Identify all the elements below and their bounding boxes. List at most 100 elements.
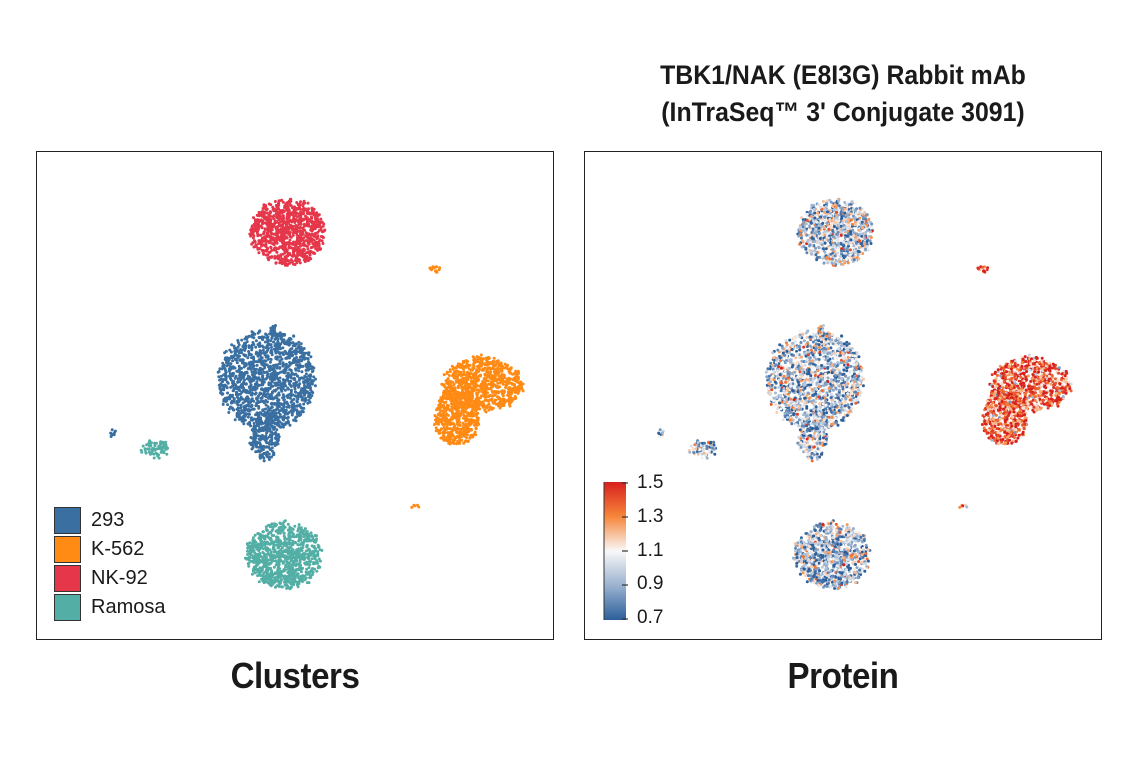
cluster-point-nk92 [307, 232, 311, 236]
cluster-point-293 [269, 343, 273, 347]
cluster-point-293 [278, 359, 282, 363]
cluster-point-k562 [464, 386, 468, 390]
cluster-point-293 [279, 351, 282, 355]
cluster-point-293 [252, 424, 256, 428]
cluster-point-k562 [448, 418, 452, 422]
cluster-point-k562 [449, 390, 453, 394]
cluster-point-k562 [433, 265, 437, 269]
cluster-point-nk92 [274, 261, 278, 265]
cluster-point-293 [282, 332, 286, 336]
cluster-point-k562 [459, 434, 463, 438]
cluster-point-ramosa [286, 584, 290, 588]
cluster-point-nk92 [306, 212, 310, 216]
cluster-point-293 [282, 398, 286, 402]
cluster-point-293 [255, 376, 258, 380]
cluster-point-293 [262, 459, 266, 463]
cluster-point-ramosa [270, 529, 274, 532]
cluster-point-ramosa [269, 561, 273, 565]
cluster-point-k562 [479, 384, 483, 388]
cluster-point-293 [273, 329, 276, 333]
cluster-point-k562 [506, 377, 509, 381]
cluster-point-nk92 [294, 226, 298, 230]
cluster-point-k562 [488, 406, 492, 409]
cluster-point-293 [252, 421, 256, 425]
cluster-point-ramosa [257, 536, 261, 540]
cluster-point-nk92 [295, 201, 299, 204]
cluster-point-293 [248, 390, 252, 394]
cluster-point-293 [311, 379, 315, 383]
cluster-point-293 [283, 381, 287, 385]
cluster-point-k562 [486, 387, 490, 391]
cluster-point-293 [262, 359, 266, 363]
protein-umap-panel: 1.5 1.3 1.1 0.9 0.7 [584, 151, 1102, 640]
cluster-point-nk92 [261, 249, 265, 253]
cluster-point-ramosa [299, 546, 303, 550]
cluster-point-ramosa [265, 570, 269, 574]
cluster-point-293 [240, 366, 243, 370]
cluster-point-293 [245, 340, 249, 344]
cluster-point-nk92 [317, 240, 321, 243]
cluster-point-nk92 [304, 231, 308, 235]
cluster-point-nk92 [309, 257, 313, 261]
cluster-point-293 [239, 403, 243, 407]
cluster-point-ramosa [305, 581, 309, 585]
cluster-point-nk92 [249, 234, 253, 238]
cluster-point-293 [278, 366, 282, 370]
cluster-point-293 [266, 427, 270, 431]
cluster-point-ramosa [263, 543, 267, 547]
cluster-point-293 [310, 394, 314, 398]
cluster-point-k562 [447, 374, 451, 377]
cluster-point-ramosa [247, 564, 251, 568]
cluster-point-ramosa [147, 450, 151, 454]
cluster-point-293 [270, 441, 274, 445]
cluster-point-ramosa [305, 552, 309, 556]
cluster-point-293 [229, 385, 233, 389]
cluster-point-293 [219, 374, 223, 378]
cluster-point-293 [237, 349, 241, 353]
cluster-point-293 [264, 407, 268, 411]
cluster-point-nk92 [296, 215, 299, 219]
cluster-point-k562 [496, 359, 500, 363]
cluster-point-nk92 [275, 250, 279, 254]
cluster-point-293 [295, 404, 299, 408]
cluster-point-k562 [443, 401, 447, 404]
cluster-point-k562 [441, 415, 445, 419]
cluster-point-ramosa [263, 553, 267, 557]
cluster-point-k562 [474, 409, 477, 413]
cluster-point-k562 [510, 382, 514, 386]
cluster-point-293 [299, 405, 303, 409]
cluster-point-ramosa [150, 448, 154, 452]
cluster-point-nk92 [254, 220, 258, 224]
cluster-point-nk92 [287, 213, 291, 217]
cluster-point-k562 [485, 395, 489, 399]
cluster-point-293 [272, 340, 275, 344]
cluster-point-nk92 [271, 215, 275, 219]
cluster-point-nk92 [295, 254, 299, 258]
cluster-point-293 [277, 334, 281, 338]
cluster-point-293 [262, 451, 266, 455]
cluster-point-nk92 [297, 237, 301, 241]
cluster-point-293 [263, 426, 267, 430]
cluster-point-293 [235, 361, 239, 365]
cluster-point-293 [241, 418, 245, 422]
cluster-point-k562 [485, 375, 489, 379]
cluster-point-k562 [477, 366, 481, 370]
cluster-point-k562 [465, 361, 469, 365]
cluster-point-k562 [454, 400, 458, 404]
cluster-point-293 [259, 368, 263, 372]
cluster-point-293 [302, 347, 306, 350]
cluster-point-nk92 [276, 205, 280, 209]
cluster-point-293 [252, 355, 255, 359]
cluster-point-293 [286, 371, 290, 375]
cluster-point-ramosa [283, 536, 287, 540]
cluster-point-ramosa [247, 552, 251, 556]
cluster-point-k562 [451, 374, 455, 378]
cluster-point-k562 [503, 362, 507, 366]
cluster-point-k562 [476, 360, 480, 363]
cluster-point-nk92 [296, 251, 299, 255]
cluster-point-ramosa [290, 570, 294, 574]
cluster-point-k562 [497, 397, 501, 401]
cluster-point-ramosa [143, 448, 147, 452]
cluster-point-293 [236, 356, 240, 360]
cluster-point-293 [276, 423, 279, 427]
